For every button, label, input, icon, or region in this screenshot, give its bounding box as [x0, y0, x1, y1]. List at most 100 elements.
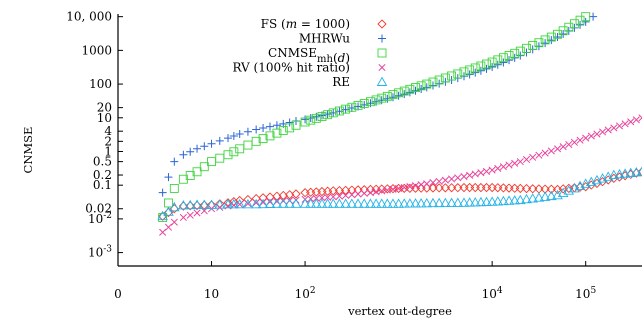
- data-point: [405, 84, 415, 94]
- data-point: [250, 198, 262, 209]
- data-point: [272, 128, 282, 138]
- data-point: [347, 104, 356, 113]
- data-point: [417, 85, 426, 94]
- data-point: [481, 182, 492, 193]
- data-point: [528, 184, 538, 194]
- data-point: [400, 90, 409, 99]
- data-point: [453, 69, 463, 79]
- data-point: [266, 122, 274, 131]
- data-point: [300, 117, 310, 127]
- data-point: [465, 65, 475, 75]
- data-series: [157, 12, 642, 236]
- data-point: [434, 75, 444, 85]
- data-point: [252, 199, 260, 207]
- data-point: [446, 183, 457, 193]
- data-point: [610, 124, 618, 132]
- data-point: [265, 131, 275, 141]
- data-point: [243, 127, 252, 136]
- data-point: [533, 192, 545, 202]
- data-point: [516, 51, 525, 60]
- data-point: [334, 106, 344, 116]
- data-point: [228, 198, 240, 209]
- data-point: [370, 198, 382, 208]
- data-point: [570, 138, 578, 146]
- y-tick-label: 100: [89, 77, 112, 91]
- data-point: [184, 199, 196, 210]
- data-point: [428, 77, 438, 87]
- data-point: [631, 167, 642, 177]
- data-point: [614, 168, 625, 179]
- data-point: [235, 130, 244, 139]
- y-tick-label: 0.5: [93, 155, 112, 169]
- data-point: [488, 166, 496, 174]
- data-point: [498, 195, 509, 206]
- data-point: [360, 189, 368, 197]
- data-point: [522, 43, 531, 53]
- data-point: [329, 193, 337, 201]
- data-point: [244, 200, 252, 208]
- data-point: [540, 35, 550, 45]
- data-point: [453, 183, 463, 193]
- data-point: [291, 189, 301, 199]
- data-point: [312, 194, 320, 202]
- y-tick-label: 1000: [81, 43, 112, 57]
- data-point: [185, 201, 195, 211]
- data-point: [417, 181, 425, 189]
- data-point: [178, 201, 189, 211]
- data-point: [627, 118, 635, 126]
- data-point: [527, 193, 538, 203]
- data-point: [271, 198, 283, 208]
- data-point: [499, 58, 508, 67]
- data-point: [448, 175, 456, 183]
- data-point: [328, 108, 338, 118]
- data-point: [428, 81, 437, 90]
- legend-label: CNMSEmh(d): [268, 46, 350, 65]
- data-point: [264, 198, 276, 208]
- data-point: [476, 66, 485, 75]
- data-point: [285, 123, 295, 133]
- data-point: [234, 198, 245, 209]
- data-point: [327, 198, 339, 208]
- data-point: [465, 70, 474, 79]
- data-point: [522, 155, 531, 164]
- data-point: [406, 183, 414, 191]
- legend-label: RE: [332, 75, 350, 89]
- data-point: [323, 110, 332, 119]
- data-point: [192, 200, 202, 211]
- x-tick-label: 0: [114, 287, 122, 301]
- data-point: [464, 182, 475, 193]
- data-point: [535, 151, 543, 159]
- data-point: [411, 86, 420, 95]
- legend-marker: [377, 48, 387, 58]
- data-point: [191, 199, 203, 209]
- data-point: [376, 198, 387, 208]
- data-point: [499, 163, 507, 171]
- data-point: [486, 196, 498, 206]
- x-tick-label: 105: [575, 286, 596, 301]
- data-point: [435, 177, 443, 185]
- data-point: [252, 125, 261, 134]
- data-point: [434, 183, 444, 193]
- data-point: [206, 199, 217, 209]
- data-point: [553, 32, 562, 41]
- data-point: [216, 203, 224, 211]
- data-point: [521, 183, 532, 194]
- data-point: [179, 150, 188, 159]
- data-point: [383, 186, 391, 194]
- data-point: [441, 176, 449, 184]
- data-point: [164, 223, 173, 231]
- data-point: [178, 200, 189, 210]
- data-point: [324, 193, 332, 201]
- data-point: [553, 145, 562, 153]
- data-point: [510, 183, 520, 193]
- data-point: [504, 183, 514, 193]
- data-point: [192, 167, 202, 177]
- data-point: [290, 198, 302, 208]
- data-point: [387, 198, 399, 208]
- data-point: [353, 100, 363, 110]
- data-point: [475, 196, 487, 207]
- data-point: [200, 142, 209, 151]
- data-point: [427, 197, 439, 208]
- data-point: [258, 193, 268, 203]
- data-point: [311, 113, 321, 123]
